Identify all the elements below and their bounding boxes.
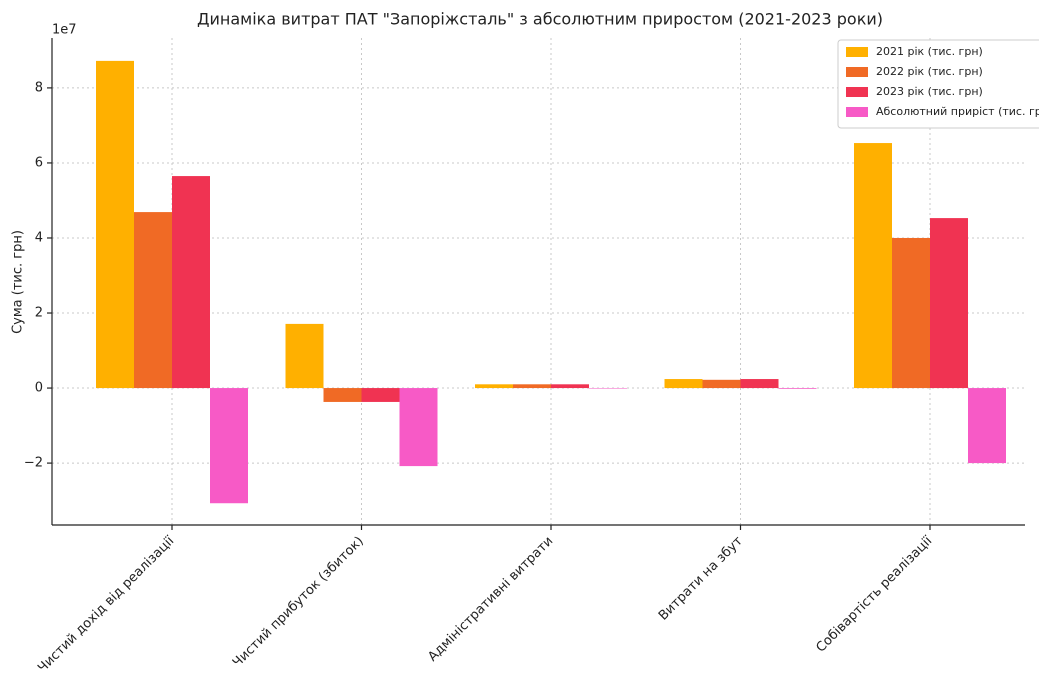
y-offset-label: 1e7 bbox=[52, 23, 77, 38]
bar bbox=[589, 388, 627, 389]
y-tick-label: 8 bbox=[35, 80, 43, 95]
bar bbox=[740, 379, 779, 389]
y-tick-label: −2 bbox=[24, 456, 43, 471]
bar bbox=[968, 388, 1006, 464]
bar bbox=[210, 388, 248, 504]
legend-swatch bbox=[846, 47, 868, 57]
x-tick-label: Чистий дохід від реалізації bbox=[35, 533, 177, 675]
x-tick-label: Чистий прибуток (збиток) bbox=[230, 534, 367, 671]
y-tick-label: 2 bbox=[35, 306, 43, 321]
legend-label: 2023 рік (тис. грн) bbox=[876, 85, 983, 98]
legend-swatch bbox=[846, 67, 868, 77]
bar bbox=[96, 60, 134, 389]
bar bbox=[361, 388, 400, 402]
bar bbox=[892, 237, 930, 389]
y-tick-label: 0 bbox=[35, 381, 43, 396]
bar bbox=[778, 388, 817, 389]
x-tick-label: Адміністративні витрати bbox=[425, 534, 556, 665]
chart-title: Динаміка витрат ПАТ "Запоріжсталь" з абс… bbox=[197, 10, 883, 29]
bar bbox=[551, 384, 589, 389]
bar bbox=[285, 323, 324, 389]
x-tick-label: Витрати на збут bbox=[656, 533, 746, 623]
bar bbox=[172, 176, 210, 389]
bar bbox=[134, 212, 172, 389]
bar bbox=[475, 384, 513, 389]
bar bbox=[513, 384, 551, 389]
x-tick-label: Собівартість реалізації bbox=[813, 533, 935, 655]
legend-swatch bbox=[846, 107, 868, 117]
bar bbox=[664, 379, 703, 389]
bar bbox=[930, 218, 968, 389]
bar bbox=[399, 388, 438, 467]
bar bbox=[702, 379, 741, 389]
bar bbox=[323, 388, 362, 402]
legend-label: Абсолютний приріст (тис. грн) bbox=[876, 105, 1039, 118]
legend-label: 2021 рік (тис. грн) bbox=[876, 45, 983, 58]
y-axis-label: Сума (тис. грн) bbox=[11, 230, 26, 334]
legend-label: 2022 рік (тис. грн) bbox=[876, 65, 983, 78]
legend-swatch bbox=[846, 87, 868, 97]
y-tick-label: 4 bbox=[35, 230, 43, 245]
legend-box bbox=[837, 39, 1039, 129]
y-tick-label: 6 bbox=[35, 155, 43, 170]
bar bbox=[854, 143, 892, 389]
